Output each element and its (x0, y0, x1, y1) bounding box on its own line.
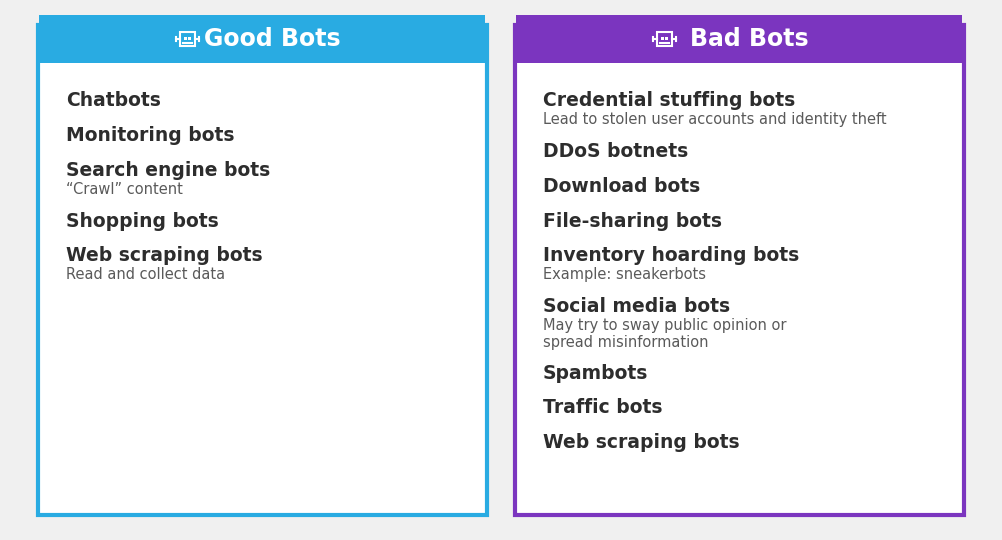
Bar (656, 32, 672, 46)
Text: Lead to stolen user accounts and identity theft: Lead to stolen user accounts and identit… (543, 112, 887, 127)
Bar (39, 15, 486, 63)
Text: Monitoring bots: Monitoring bots (66, 126, 234, 145)
Bar (188, 37, 191, 40)
Text: Inventory hoarding bots: Inventory hoarding bots (543, 246, 800, 266)
Bar (183, 37, 186, 40)
Text: Example: sneakerbots: Example: sneakerbots (543, 267, 706, 282)
Bar (515, 25, 964, 515)
Bar (38, 25, 487, 515)
Text: May try to sway public opinion or
spread misinformation: May try to sway public opinion or spread… (543, 318, 787, 350)
Text: Web scraping bots: Web scraping bots (66, 246, 263, 266)
Bar (516, 15, 963, 63)
Bar (179, 32, 195, 46)
Text: Good Bots: Good Bots (204, 27, 341, 51)
Bar (665, 37, 668, 40)
Text: File-sharing bots: File-sharing bots (543, 212, 722, 231)
Text: Spambots: Spambots (543, 363, 648, 382)
Text: “Crawl” content: “Crawl” content (66, 182, 183, 197)
Bar (660, 37, 663, 40)
Text: Traffic bots: Traffic bots (543, 399, 662, 417)
Text: Shopping bots: Shopping bots (66, 212, 218, 231)
Text: DDoS botnets: DDoS botnets (543, 141, 688, 161)
Text: Web scraping bots: Web scraping bots (543, 434, 739, 453)
Text: Chatbots: Chatbots (66, 91, 161, 110)
Text: Credential stuffing bots: Credential stuffing bots (543, 91, 796, 110)
Text: Search engine bots: Search engine bots (66, 161, 271, 180)
Text: Read and collect data: Read and collect data (66, 267, 225, 282)
Text: Download bots: Download bots (543, 177, 700, 195)
Text: Bad Bots: Bad Bots (690, 27, 809, 51)
Text: Social media bots: Social media bots (543, 297, 730, 316)
